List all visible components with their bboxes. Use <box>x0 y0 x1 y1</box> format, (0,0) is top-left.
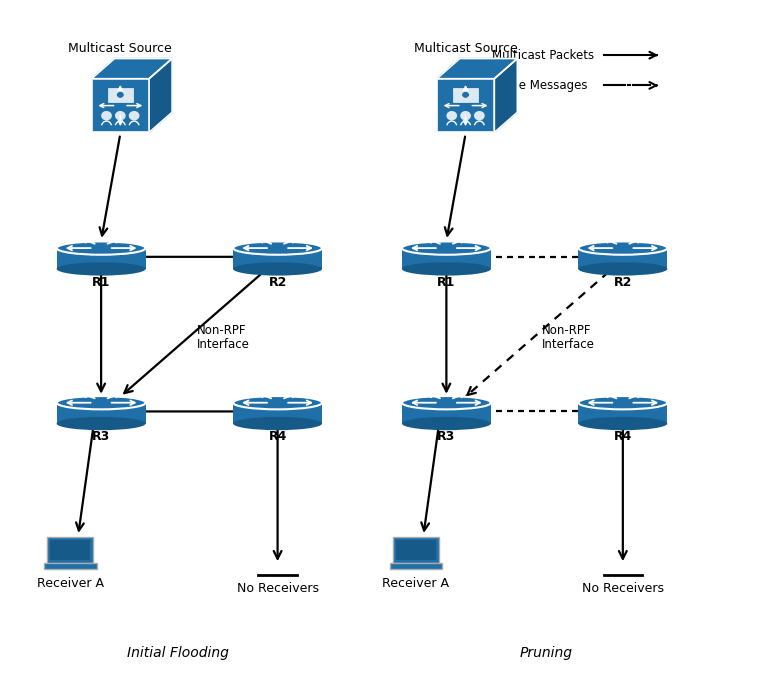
Text: R4: R4 <box>614 430 632 443</box>
FancyBboxPatch shape <box>578 403 668 423</box>
FancyBboxPatch shape <box>45 563 96 570</box>
FancyBboxPatch shape <box>402 403 491 423</box>
FancyBboxPatch shape <box>48 537 93 563</box>
FancyBboxPatch shape <box>51 540 90 560</box>
FancyBboxPatch shape <box>402 248 491 269</box>
Ellipse shape <box>578 242 668 254</box>
FancyBboxPatch shape <box>396 540 436 560</box>
Text: No Receivers: No Receivers <box>582 582 664 595</box>
Ellipse shape <box>233 242 322 254</box>
Ellipse shape <box>233 263 322 275</box>
Polygon shape <box>92 59 172 79</box>
Circle shape <box>115 111 126 120</box>
FancyBboxPatch shape <box>57 248 146 269</box>
Text: R3: R3 <box>92 430 110 443</box>
Ellipse shape <box>402 263 491 275</box>
Text: R2: R2 <box>614 275 632 289</box>
Ellipse shape <box>402 417 491 430</box>
Circle shape <box>116 92 124 98</box>
Ellipse shape <box>578 417 668 430</box>
FancyBboxPatch shape <box>233 248 322 269</box>
Text: Pruning: Pruning <box>520 647 573 660</box>
Ellipse shape <box>578 263 668 275</box>
Text: Multicast Source: Multicast Source <box>413 42 517 55</box>
FancyBboxPatch shape <box>454 88 478 101</box>
Ellipse shape <box>57 417 146 430</box>
Text: Non-RPF
Interface: Non-RPF Interface <box>197 323 250 352</box>
Ellipse shape <box>57 263 146 275</box>
Text: Receiver A: Receiver A <box>37 578 104 591</box>
Text: R1: R1 <box>437 275 456 289</box>
Circle shape <box>101 111 112 120</box>
Ellipse shape <box>578 396 668 409</box>
Text: No Receivers: No Receivers <box>236 582 319 595</box>
FancyBboxPatch shape <box>578 248 668 269</box>
Ellipse shape <box>233 417 322 430</box>
Circle shape <box>129 111 139 120</box>
Polygon shape <box>149 59 172 132</box>
FancyBboxPatch shape <box>92 79 149 132</box>
Ellipse shape <box>233 396 322 409</box>
FancyBboxPatch shape <box>437 79 494 132</box>
FancyBboxPatch shape <box>108 88 132 101</box>
FancyBboxPatch shape <box>57 403 146 423</box>
Text: Initial Flooding: Initial Flooding <box>127 647 229 660</box>
Polygon shape <box>494 59 517 132</box>
Text: Multicast Source: Multicast Source <box>69 42 172 55</box>
Circle shape <box>474 111 485 120</box>
Text: R2: R2 <box>269 275 286 289</box>
Text: Multicast Packets: Multicast Packets <box>492 49 594 61</box>
Ellipse shape <box>57 242 146 254</box>
Ellipse shape <box>402 396 491 409</box>
Circle shape <box>462 92 470 98</box>
Polygon shape <box>437 59 517 79</box>
Circle shape <box>460 111 471 120</box>
Ellipse shape <box>402 242 491 254</box>
Text: R3: R3 <box>437 430 456 443</box>
Text: R4: R4 <box>269 430 286 443</box>
Circle shape <box>447 111 457 120</box>
FancyBboxPatch shape <box>233 403 322 423</box>
Ellipse shape <box>57 396 146 409</box>
Text: Receiver A: Receiver A <box>382 578 449 591</box>
Text: Prune Messages: Prune Messages <box>492 79 588 92</box>
Text: Non-RPF
Interface: Non-RPF Interface <box>542 323 595 352</box>
FancyBboxPatch shape <box>393 537 439 563</box>
FancyBboxPatch shape <box>390 563 442 570</box>
Text: R1: R1 <box>92 275 110 289</box>
